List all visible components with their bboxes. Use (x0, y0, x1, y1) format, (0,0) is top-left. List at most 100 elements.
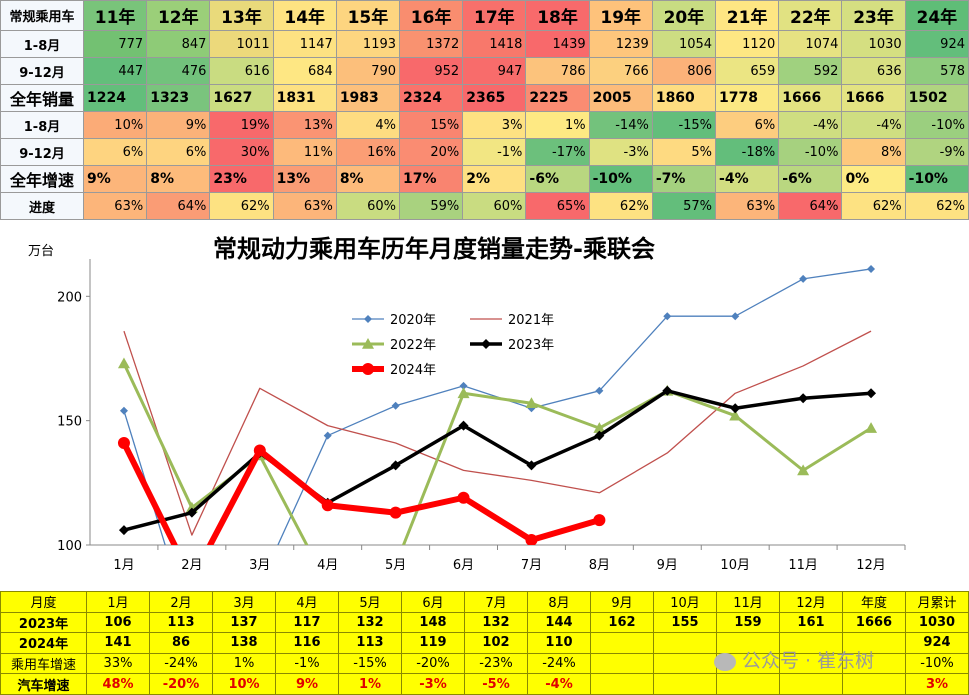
table-cell: -6% (525, 165, 590, 193)
data-point (389, 506, 402, 519)
table-cell: 10% (212, 673, 276, 695)
x-tick-label: 9月 (657, 558, 678, 573)
table-cell: 10% (82, 111, 148, 139)
table-cell: 1666 (842, 611, 906, 634)
data-point (391, 401, 400, 410)
legend-entry: 2023年 (470, 338, 554, 353)
table-cell: 20% (399, 138, 464, 166)
table-cell: 777 (82, 30, 148, 58)
year-header: 12年 (146, 0, 211, 31)
data-point (457, 387, 470, 399)
table-cell: 1831 (272, 84, 337, 112)
table-cell: -1% (462, 138, 527, 166)
table-cell: 8% (335, 165, 401, 193)
table-cell: 592 (778, 57, 843, 85)
watermark: 公众号 · 崔东树 (714, 646, 874, 673)
table-cell: -3% (401, 673, 465, 695)
series-2024年 (117, 437, 606, 545)
table-cell: 790 (335, 57, 401, 85)
data-point (117, 357, 130, 369)
table-cell: 447 (82, 57, 148, 85)
y-tick-label: 200 (57, 290, 82, 305)
table-cell (779, 673, 843, 695)
table-cell: -6% (778, 165, 843, 193)
table-cell: 6% (715, 111, 780, 139)
table-cell: 13% (272, 165, 337, 193)
year-header: 23年 (841, 0, 906, 31)
x-tick-label: 1月 (113, 558, 134, 573)
row-label: 9-12月 (0, 138, 84, 166)
legend-entry: 2024年 (352, 363, 436, 378)
row-label: 9-12月 (0, 57, 84, 85)
year-header: 14年 (272, 0, 337, 31)
data-point (799, 274, 808, 283)
data-point (730, 403, 741, 414)
data-point (253, 444, 266, 457)
table-cell: 60% (462, 192, 527, 220)
year-header: 18年 (525, 0, 590, 31)
table-cell: 2% (462, 165, 527, 193)
table-cell: -4% (715, 165, 780, 193)
data-point (593, 514, 606, 527)
chart-title: 常规动力乘用车历年月度销量走势-乘联会 (213, 235, 655, 263)
table-cell: 1% (338, 673, 402, 695)
bottom-table-row: 2024年 141 86 138 116 113 119 102 110 924 (0, 632, 969, 654)
table-cell: 30% (209, 138, 274, 166)
table-cell: 2324 (399, 84, 464, 112)
top-table-row: 1-8月 10% 9% 19% 13% 4% 15% 3% 1% -14% -15% 6% -4% -4%… (0, 111, 969, 139)
table-cell: 144 (527, 611, 591, 634)
x-tick-label: 3月 (249, 558, 270, 573)
table-cell: 4% (335, 111, 401, 139)
table-cell: 1% (525, 111, 590, 139)
table-cell: 924 (904, 30, 969, 58)
data-point (594, 430, 605, 441)
table-cell: 8% (841, 138, 906, 166)
table-cell: 1666 (778, 84, 843, 112)
month-header: 月累计 (905, 591, 969, 613)
row-label: 1-8月 (0, 111, 84, 139)
table-cell: 141 (86, 632, 150, 654)
table-cell: -4% (841, 111, 906, 139)
data-point (866, 388, 877, 399)
table-cell: 6% (82, 138, 148, 166)
table-cell: 9% (82, 165, 148, 193)
table-cell: -5% (464, 673, 528, 695)
row-label: 进度 (0, 192, 84, 220)
table-cell: 63% (82, 192, 148, 220)
data-point (117, 437, 130, 450)
legend-label: 2021年 (508, 313, 554, 328)
top-table-row: 全年增速 9% 8% 23% 13% 8% 17% 2% -6% -10% -7% -4% -6% 0% -… (0, 165, 969, 193)
table-cell: 161 (779, 611, 843, 634)
table-cell: 952 (399, 57, 464, 85)
data-point (323, 431, 332, 440)
bottom-table-row: 汽车增速 48% -20% 10% 9% 1% -3% -5% -4% 3% (0, 673, 969, 695)
data-point (865, 422, 878, 433)
table-cell: 684 (272, 57, 337, 85)
data-point (526, 460, 537, 471)
table-cell: -15% (338, 652, 402, 675)
table-cell: 64% (778, 192, 843, 220)
table-cell: -24% (527, 652, 591, 675)
data-point (525, 534, 538, 545)
table-cell: 102 (464, 632, 528, 654)
bottom-table-row: 2023年 106 113 137 117 132 148 132 144 162 155 159 16… (0, 611, 969, 634)
table-cell: -4% (527, 673, 591, 695)
data-point (525, 397, 538, 409)
bottom-corner-label: 月度 (0, 591, 87, 613)
table-cell: 23% (209, 165, 274, 193)
table-cell: 5% (651, 138, 717, 166)
x-tick-label: 12月 (856, 558, 886, 573)
table-cell: 110 (527, 632, 591, 654)
year-header: 15年 (335, 0, 401, 31)
table-cell: 63% (272, 192, 337, 220)
row-label: 乘用车增速 (0, 652, 87, 675)
table-cell: 57% (651, 192, 717, 220)
data-point (593, 422, 606, 433)
x-tick-label: 2月 (181, 558, 202, 573)
table-cell: 1054 (651, 30, 717, 58)
table-cell (716, 673, 780, 695)
x-tick-label: 4月 (317, 558, 338, 573)
year-header: 20年 (651, 0, 717, 31)
top-table-row: 9-12月 6% 6% 30% 11% 16% 20% -1% -17% -3% 5% -18% -10… (0, 138, 969, 166)
table-cell: -23% (464, 652, 528, 675)
